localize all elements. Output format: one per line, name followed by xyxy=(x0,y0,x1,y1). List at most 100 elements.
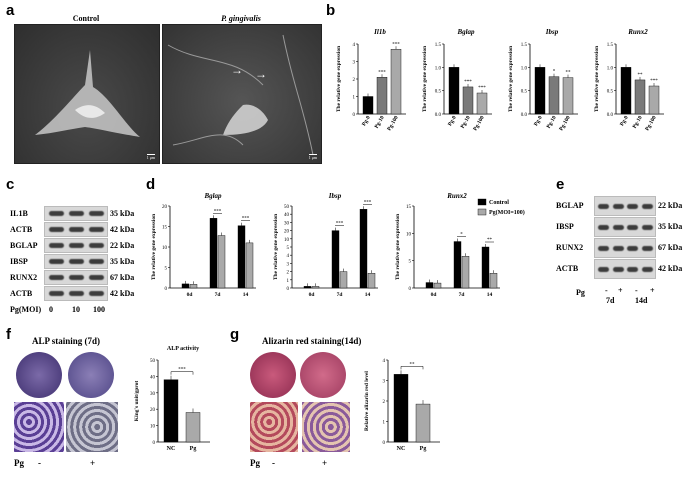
blot-row-label: BGLAP xyxy=(10,241,38,250)
blot-strip xyxy=(44,238,108,253)
blot-row-label: BGLAP xyxy=(556,201,584,210)
sig-label: *** xyxy=(478,86,486,91)
bar xyxy=(185,412,201,443)
x-tick-label: Pg-100 xyxy=(472,115,485,132)
blot-band xyxy=(89,275,104,280)
y-tick-label: 4 xyxy=(353,43,356,48)
bar xyxy=(620,67,632,115)
sem-pg-cell xyxy=(167,34,314,156)
blot-strip xyxy=(44,270,108,285)
y-tick-label: 1.5 xyxy=(607,43,614,48)
x-tick-label: Pg-100 xyxy=(558,115,571,132)
y-tick-label: 40 xyxy=(150,375,156,380)
blot-band xyxy=(69,243,84,248)
blot-strip xyxy=(44,286,108,301)
blot-strip xyxy=(594,196,656,216)
alizarin-dish-pg xyxy=(300,352,346,398)
x-tick-label: Pg xyxy=(190,446,197,452)
blot-band xyxy=(627,267,638,272)
blot-band xyxy=(49,291,64,296)
y-tick-label: 0.5 xyxy=(435,90,442,95)
panel-label-b: b xyxy=(326,2,336,19)
blot-c: IL1B 35 kDa ACTB 42 kDa BGLAP 22 kDa IBSP 35 kD… xyxy=(10,206,140,318)
y-axis-label: The relative gene expression xyxy=(594,46,600,112)
bar xyxy=(376,77,388,115)
alizarin-micro-control xyxy=(250,402,298,452)
chart-d-1: Ibsp The relative gene expression 0 1 2 3 4 5 10… xyxy=(273,192,378,298)
chart-title: Il1b xyxy=(373,28,386,36)
bar xyxy=(648,85,660,115)
bar xyxy=(548,76,560,115)
panel-label-c: c xyxy=(6,176,15,193)
sign-label: - xyxy=(38,458,41,468)
blot-row-label: IL1B xyxy=(10,209,28,218)
sem-control-title: Control xyxy=(72,14,100,23)
y-tick-label: 50 xyxy=(150,359,156,364)
blot-strip xyxy=(44,222,108,237)
blot-row-label: ACTB xyxy=(556,264,579,273)
y-axis-label: The relative gene expression xyxy=(508,46,514,112)
x-tick-label: 0d xyxy=(309,292,315,298)
chart-title: ALP activity xyxy=(167,346,199,352)
chart-title: Runx2 xyxy=(446,192,467,200)
day-label: 14d xyxy=(635,296,648,305)
blot-row-label: IBSP xyxy=(556,222,574,231)
bar xyxy=(181,283,190,289)
bar xyxy=(448,67,460,115)
blot-band xyxy=(598,246,609,251)
blot-band xyxy=(49,227,64,232)
y-tick-label: 0 xyxy=(409,287,412,292)
blot-band xyxy=(627,204,638,209)
bar xyxy=(390,49,402,115)
day-label: 7d xyxy=(606,296,615,305)
bar xyxy=(303,286,312,289)
y-tick-label: 1.5 xyxy=(521,43,528,48)
blot-band xyxy=(89,227,104,232)
y-tick-label: 10 xyxy=(284,238,290,243)
blot-band xyxy=(69,227,84,232)
blot-row-label: ACTB xyxy=(10,289,33,298)
bar xyxy=(534,67,546,115)
blot-kda-label: 35 kDa xyxy=(110,209,135,218)
y-tick-label: 30 xyxy=(150,392,156,397)
blot-row-label: RUNX2 xyxy=(556,243,584,252)
y-tick-label: 50 xyxy=(284,205,290,210)
sig-label: *** xyxy=(242,217,250,222)
sign-label: - xyxy=(605,286,608,295)
y-tick-label: 10 xyxy=(406,232,412,237)
y-tick-label: 3 xyxy=(287,262,290,267)
y-tick-label: 4 xyxy=(287,254,290,259)
blot-band xyxy=(49,211,64,216)
y-tick-label: 1.0 xyxy=(435,66,442,71)
y-tick-label: 5 xyxy=(165,267,168,272)
bar xyxy=(217,235,226,289)
alizarin-dish-control xyxy=(250,352,296,398)
x-tick-label: 0d xyxy=(431,292,437,298)
bar xyxy=(189,284,198,289)
blot-band xyxy=(612,267,624,272)
alp-dish-control xyxy=(16,352,62,398)
sig-label: *** xyxy=(336,222,344,227)
sem-pg-image: → → 1 μm xyxy=(162,24,322,164)
y-axis-label: The relative gene expression xyxy=(422,46,428,112)
bar xyxy=(425,282,434,289)
pg-label: Pg xyxy=(576,288,585,297)
sig-bracket xyxy=(170,371,194,375)
moi-label: Pg(MOI) xyxy=(10,305,42,314)
blot-band xyxy=(598,267,609,272)
panel-label-e: e xyxy=(556,176,565,193)
x-tick-label: Pg-0 xyxy=(447,115,458,127)
blot-band xyxy=(69,259,84,264)
y-tick-label: 0.0 xyxy=(521,113,528,118)
bar xyxy=(433,282,442,289)
y-tick-label: 1.0 xyxy=(521,66,528,71)
chart-d-2: Runx2 The relative gene expression 0 5 10 15 0… xyxy=(395,192,500,298)
bar xyxy=(462,86,474,115)
x-tick-label: 7d xyxy=(337,292,343,298)
x-tick-label: 7d xyxy=(215,292,221,298)
x-tick-label: 14 xyxy=(243,292,249,298)
y-axis-label: The relative gene expression xyxy=(395,214,401,280)
bar xyxy=(163,379,179,443)
x-tick-label: 0d xyxy=(187,292,193,298)
